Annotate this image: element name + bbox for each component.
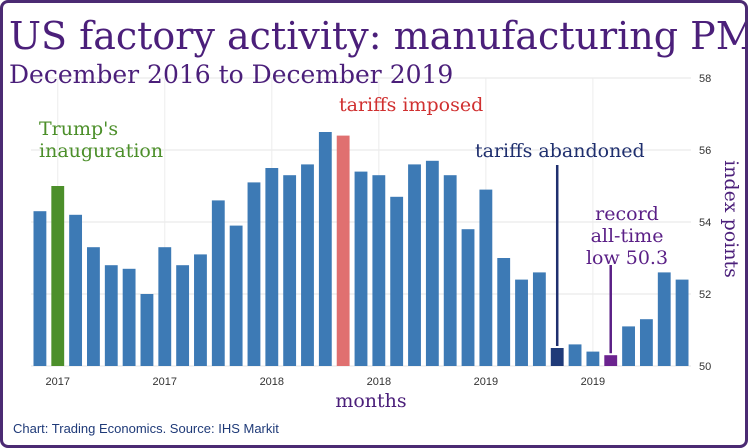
x-tick-label: 2017 — [46, 376, 70, 388]
y-tick-label: 50 — [699, 361, 711, 373]
annotation-label: record all-time low 50.3 — [586, 203, 668, 269]
bar — [586, 351, 600, 366]
annotation-line: low 50.3 — [586, 247, 668, 269]
chart-subtitle: December 2016 to December 2019 — [9, 60, 453, 89]
bar — [443, 175, 457, 366]
bar — [51, 186, 65, 366]
x-axis-label: months — [335, 390, 406, 412]
bar — [301, 164, 314, 366]
bar — [140, 294, 154, 366]
bar — [425, 160, 439, 366]
bar — [372, 175, 386, 366]
bar — [158, 247, 172, 366]
y-tick-label: 54 — [699, 217, 711, 229]
annotation-line: record — [595, 203, 659, 225]
bars — [33, 132, 689, 366]
source-note: Chart: Trading Economics. Source: IHS Ma… — [13, 421, 279, 436]
x-tick-label: 2018 — [260, 376, 284, 388]
bar — [69, 214, 83, 366]
annotation-line: inauguration — [39, 140, 163, 162]
bar — [354, 171, 368, 366]
bar — [479, 189, 493, 366]
bar — [497, 258, 511, 366]
bar — [318, 132, 332, 366]
chart-canvas: 50 52 54 56 58 2017 2017 2018 2018 2019 2019 Trum… — [9, 14, 745, 436]
bar — [176, 265, 190, 366]
y-axis-ticks: 50 52 54 56 58 — [699, 73, 711, 373]
bar — [461, 229, 475, 366]
x-tick-label: 2019 — [474, 376, 498, 388]
bar — [550, 348, 564, 366]
bar — [639, 319, 653, 366]
bar — [229, 225, 243, 366]
bar — [568, 344, 582, 366]
x-tick-label: 2019 — [581, 376, 605, 388]
bar — [122, 268, 136, 366]
annotation-line: all-time — [591, 225, 664, 247]
annotation-line: tariffs imposed — [339, 94, 483, 116]
bar — [265, 168, 279, 366]
y-tick-label: 52 — [699, 289, 711, 301]
bar — [283, 175, 297, 366]
annotation-line: tariffs abandoned — [475, 140, 645, 162]
annotation-label: tariffs abandoned — [475, 140, 645, 162]
bar — [390, 196, 404, 366]
annotation-line: Trump's — [39, 118, 118, 140]
bar — [336, 135, 350, 366]
annotations: Trump's inauguration tariffs imposed tariff… — [39, 94, 668, 354]
y-axis-label: index points — [720, 160, 742, 278]
y-tick-label: 56 — [699, 145, 711, 157]
bar — [211, 200, 225, 366]
bar — [622, 326, 635, 366]
annotation-label: tariffs imposed — [339, 94, 483, 116]
bar — [675, 279, 689, 366]
bar — [532, 272, 546, 366]
x-tick-label: 2018 — [367, 376, 391, 388]
chart-title: US factory activity: manufacturing PMI — [9, 14, 745, 58]
bar — [657, 272, 671, 366]
bar — [408, 164, 421, 366]
bar — [515, 279, 528, 366]
x-axis-ticks: 2017 2017 2018 2018 2019 2019 — [46, 376, 606, 388]
bar — [33, 211, 47, 366]
bar — [87, 247, 100, 366]
bar — [194, 254, 207, 366]
annotation-label: Trump's inauguration — [39, 118, 163, 162]
bar — [104, 265, 118, 366]
bar — [604, 355, 618, 366]
y-tick-label: 58 — [699, 73, 711, 85]
bar — [247, 182, 261, 366]
x-tick-label: 2017 — [153, 376, 177, 388]
